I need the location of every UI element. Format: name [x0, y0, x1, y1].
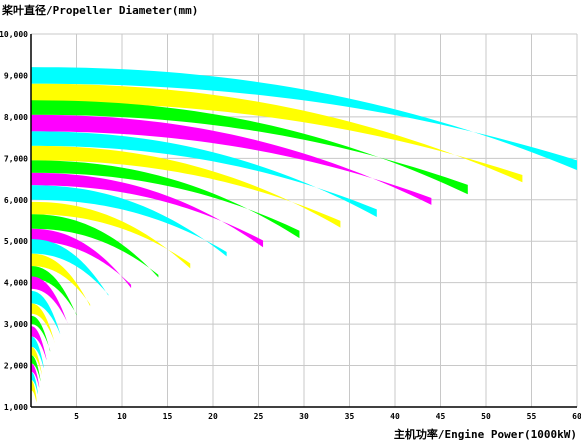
y-tick-label: 7,000	[4, 154, 28, 163]
x-tick-labels: 5 10 15 20 25 30 35 40 45 50 55 60	[74, 412, 581, 421]
diameter-band	[31, 214, 159, 278]
diameter-band	[31, 346, 42, 375]
diameter-band	[31, 326, 47, 361]
diameter-band	[31, 145, 341, 228]
diameter-band	[31, 160, 300, 239]
diameter-band	[31, 185, 227, 257]
diameter-band	[31, 114, 432, 205]
x-tick-label: 50	[481, 412, 491, 421]
diameter-band	[31, 239, 109, 296]
x-tick-label: 25	[254, 412, 264, 421]
y-tick-label: 9,000	[4, 71, 28, 80]
diameter-band	[31, 336, 44, 369]
diameter-band	[31, 363, 40, 388]
y-axis-title: 桨叶直径/Propeller Diameter(mm)	[1, 3, 198, 17]
diameter-bands	[31, 67, 577, 403]
y-tick-label: 2,000	[4, 362, 28, 371]
y-tick-labels: 1,000 2,000 3,000 4,000 5,000 6,000 7,000 8,000…	[0, 30, 28, 412]
diameter-band	[31, 380, 37, 403]
diameter-band	[31, 228, 132, 289]
y-tick-label: 3,000	[4, 320, 28, 329]
y-tick-label: 10,000	[0, 30, 28, 39]
x-tick-label: 15	[163, 412, 173, 421]
y-tick-label: 4,000	[4, 279, 28, 288]
diameter-band	[31, 83, 523, 183]
diameter-band	[31, 100, 468, 195]
x-tick-label: 55	[527, 412, 537, 421]
diameter-band	[31, 67, 577, 171]
y-tick-label: 6,000	[4, 196, 28, 205]
x-tick-label: 20	[208, 412, 218, 421]
x-tick-label: 60	[572, 412, 581, 421]
diameter-band	[31, 371, 38, 395]
diameter-band	[31, 290, 61, 334]
y-tick-label: 8,000	[4, 113, 28, 122]
x-tick-label: 35	[345, 412, 355, 421]
x-tick-label: 40	[390, 412, 400, 421]
y-tick-label: 5,000	[4, 237, 28, 246]
x-tick-label: 10	[117, 412, 127, 421]
y-tick-label: 1,000	[4, 403, 28, 412]
diameter-band	[31, 303, 55, 343]
diameter-band	[31, 355, 41, 382]
x-axis-title: 主机功率/Engine Power(1000kW)	[394, 427, 577, 441]
diameter-band	[31, 266, 77, 316]
diameter-band	[31, 315, 51, 352]
diameter-band	[31, 276, 68, 323]
diameter-band	[31, 131, 377, 217]
diameter-band	[31, 253, 91, 307]
x-tick-label: 5	[74, 412, 79, 421]
diameter-band	[31, 172, 264, 248]
x-tick-label: 30	[299, 412, 309, 421]
x-tick-label: 45	[436, 412, 446, 421]
diameter-band	[31, 201, 191, 269]
